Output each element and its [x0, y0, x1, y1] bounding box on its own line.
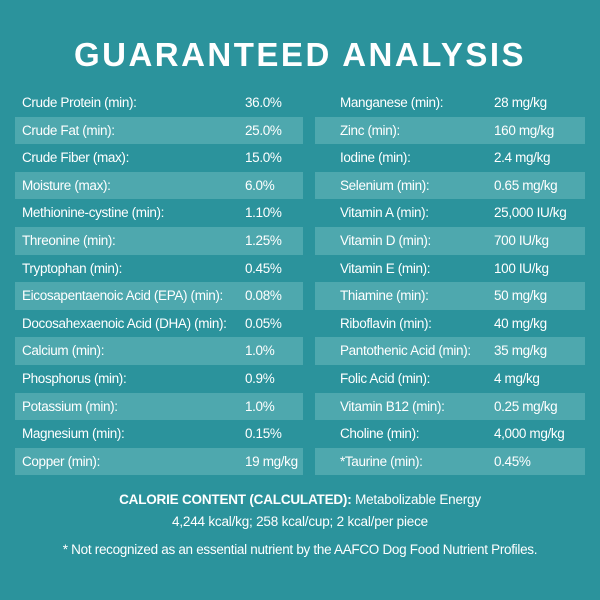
- table-row: Threonine (min): 1.25%: [15, 226, 303, 255]
- nutrient-value: 25.0%: [245, 122, 282, 138]
- nutrient-name: Riboflavin (min):: [340, 315, 432, 331]
- table-row: Moisture (max): 6.0%: [15, 171, 303, 200]
- nutrient-value: 6.0%: [245, 177, 275, 193]
- right-table: Manganese (min): 28 mg/kg Zinc (min): 160 m…: [315, 89, 585, 476]
- nutrient-name: Moisture (max):: [22, 177, 111, 193]
- nutrient-value: 1.0%: [245, 398, 275, 414]
- nutrient-name: Tryptophan (min):: [22, 260, 123, 276]
- table-row: Magnesium (min): 0.15%: [15, 420, 303, 448]
- title: GUARANTEED ANALYSIS: [73, 36, 527, 73]
- table-row: Thiamine (min): 50 mg/kg: [315, 282, 585, 310]
- nutrient-name: Thiamine (min):: [340, 288, 429, 304]
- nutrient-name: Selenium (min):: [340, 177, 430, 193]
- table-row: Vitamin E (min): 100 IU/kg: [315, 255, 585, 283]
- table-row: Tryptophan (min): 0.45%: [15, 255, 303, 283]
- table-row: Vitamin D (min): 700 IU/kg: [315, 226, 585, 255]
- nutrient-name: Eicosapentaenoic Acid (EPA) (min):: [22, 288, 223, 304]
- table-row: *Taurine (min): 0.45%: [315, 447, 585, 476]
- table-row: Phosphorus (min): 0.9%: [15, 365, 303, 393]
- nutrient-value: 36.0%: [245, 95, 282, 110]
- nutrient-name: Crude Protein (min):: [22, 95, 137, 110]
- nutrient-name: Magnesium (min):: [22, 426, 125, 442]
- nutrient-value: 50 mg/kg: [494, 288, 547, 304]
- table-row: Riboflavin (min): 40 mg/kg: [315, 310, 585, 338]
- nutrient-name: Manganese (min):: [340, 95, 444, 110]
- table-row: Zinc (min): 160 mg/kg: [315, 116, 585, 145]
- table-row: Folic Acid (min): 4 mg/kg: [315, 365, 585, 393]
- table-row: Eicosapentaenoic Acid (EPA) (min): 0.08%: [15, 282, 303, 310]
- nutrient-value: 25,000 IU/kg: [494, 205, 567, 221]
- left-table: Crude Protein (min): 36.0% Crude Fat (min)…: [15, 89, 303, 476]
- table-row: Potassium (min): 1.0%: [15, 392, 303, 421]
- nutrient-value: 0.45%: [245, 260, 282, 276]
- table-row: Calcium (min): 1.0%: [15, 337, 303, 365]
- footnote: * Not recognized as an essential nutrien…: [62, 542, 538, 557]
- nutrient-value: 40 mg/kg: [494, 315, 547, 331]
- nutrient-value: 0.9%: [245, 370, 275, 386]
- calorie-content: CALORIE CONTENT (CALCULATED): Metaboliza…: [0, 489, 600, 533]
- nutrient-value: 4,000 mg/kg: [494, 426, 565, 442]
- nutrient-name: Vitamin B12 (min):: [340, 398, 445, 414]
- table-row: Selenium (min): 0.65 mg/kg: [315, 171, 585, 200]
- nutrient-value: 0.08%: [245, 288, 282, 304]
- nutrient-name: Folic Acid (min):: [340, 370, 431, 386]
- nutrient-name: Crude Fiber (max):: [22, 150, 129, 166]
- nutrient-name: Vitamin D (min):: [340, 232, 431, 248]
- nutrient-name: Threonine (min):: [22, 232, 116, 248]
- nutrient-value: 0.05%: [245, 315, 282, 331]
- calorie-line1: Metabolizable Energy: [355, 492, 481, 507]
- table-row: Vitamin B12 (min): 0.25 mg/kg: [315, 392, 585, 421]
- calorie-label: CALORIE CONTENT (CALCULATED):: [119, 492, 352, 507]
- table-row: Pantothenic Acid (min): 35 mg/kg: [315, 337, 585, 365]
- nutrient-value: 160 mg/kg: [494, 122, 554, 138]
- nutrient-value: 1.25%: [245, 232, 282, 248]
- nutrient-name: Crude Fat (min):: [22, 122, 115, 138]
- nutrient-value: 1.0%: [245, 343, 275, 359]
- nutrient-value: 2.4 mg/kg: [494, 150, 551, 166]
- nutrient-name: Choline (min):: [340, 426, 420, 442]
- nutrient-name: Phosphorus (min):: [22, 370, 127, 386]
- nutrient-value: 1.10%: [245, 205, 282, 221]
- table-row: Crude Protein (min): 36.0%: [15, 89, 303, 117]
- nutrient-name: Vitamin A (min):: [340, 205, 429, 221]
- nutrient-value: 4 mg/kg: [494, 370, 540, 386]
- nutrient-value: 0.15%: [245, 426, 282, 442]
- table-row: Docosahexaenoic Acid (DHA) (min): 0.05%: [15, 310, 303, 338]
- table-row: Methionine-cystine (min): 1.10%: [15, 199, 303, 227]
- nutrient-value: 0.25 mg/kg: [494, 398, 558, 414]
- table-row: Choline (min): 4,000 mg/kg: [315, 420, 585, 448]
- table-row: Iodine (min): 2.4 mg/kg: [315, 144, 585, 172]
- nutrient-value: 28 mg/kg: [494, 95, 547, 110]
- nutrient-name: Methionine-cystine (min):: [22, 205, 165, 221]
- nutrient-value: 700 IU/kg: [494, 232, 549, 248]
- nutrient-value: 19 mg/kg: [245, 453, 298, 469]
- calorie-line2: 4,244 kcal/kg; 258 kcal/cup; 2 kcal/per …: [172, 514, 428, 529]
- nutrient-name: Calcium (min):: [22, 343, 105, 359]
- table-row: Copper (min): 19 mg/kg: [15, 447, 303, 476]
- nutrient-name: Potassium (min):: [22, 398, 118, 414]
- nutrient-name: Vitamin E (min):: [340, 260, 431, 276]
- nutrient-value: 100 IU/kg: [494, 260, 549, 276]
- nutrient-value: 0.65 mg/kg: [494, 177, 558, 193]
- table-row: Vitamin A (min): 25,000 IU/kg: [315, 199, 585, 227]
- nutrient-name: Iodine (min):: [340, 150, 411, 166]
- nutrient-value: 35 mg/kg: [494, 343, 547, 359]
- nutrient-value: 15.0%: [245, 150, 282, 166]
- nutrient-name: Copper (min):: [22, 453, 100, 469]
- nutrient-name: Docosahexaenoic Acid (DHA) (min):: [22, 315, 227, 331]
- nutrient-name: Zinc (min):: [340, 122, 400, 138]
- nutrient-value: 0.45%: [494, 453, 531, 469]
- table-row: Crude Fiber (max): 15.0%: [15, 144, 303, 172]
- table-row: Crude Fat (min): 25.0%: [15, 116, 303, 145]
- table-row: Manganese (min): 28 mg/kg: [315, 89, 585, 117]
- nutrient-name: Pantothenic Acid (min):: [340, 343, 471, 359]
- nutrient-name: *Taurine (min):: [340, 453, 423, 469]
